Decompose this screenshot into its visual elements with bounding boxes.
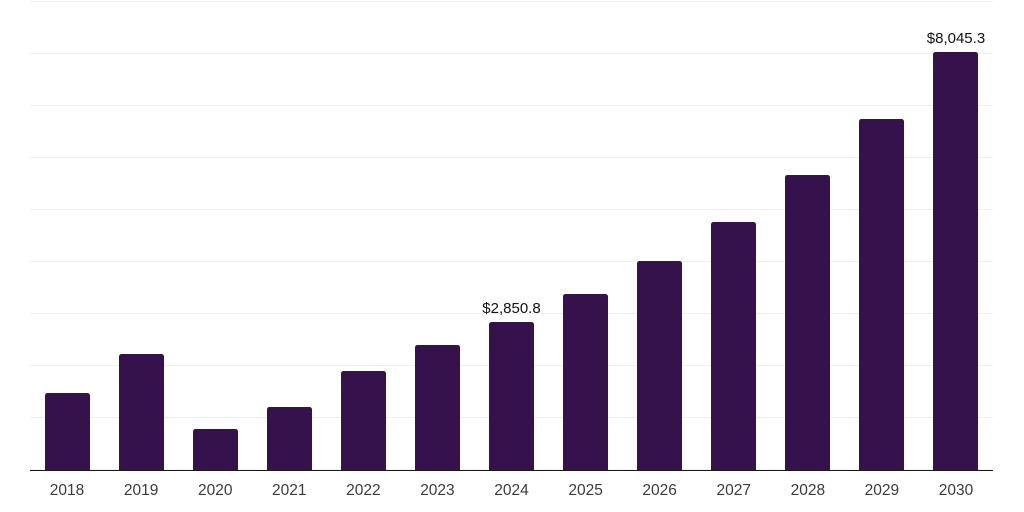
gridline-8000 xyxy=(30,53,993,54)
x-axis-labels: 2018 2019 2020 2021 2022 2023 2024 2025 2026 2027… xyxy=(30,483,993,499)
x-tick-label-2025: 2025 xyxy=(568,482,603,499)
bar-2022 xyxy=(340,371,386,470)
bar-group-2024: $2,850.8 xyxy=(474,2,548,470)
bar-value-label-2024: $2,850.8 xyxy=(482,299,541,317)
x-axis-line xyxy=(30,469,993,471)
bar-group-2020 xyxy=(178,2,252,470)
bar-2018 xyxy=(44,392,90,470)
gridline-6000 xyxy=(30,157,993,158)
bar-group-2023 xyxy=(400,2,474,470)
bar-2020 xyxy=(192,428,238,470)
bar-2026 xyxy=(637,260,683,470)
gridline-7000 xyxy=(30,105,993,106)
bar-2019 xyxy=(118,353,164,470)
bar-group-2029 xyxy=(845,2,919,470)
bar-group-2030: $8,045.3 xyxy=(919,2,993,470)
bar-2024 xyxy=(489,321,534,470)
gridline-9000 xyxy=(30,1,993,2)
bar-group-2018 xyxy=(30,2,104,470)
bar-2030 xyxy=(933,51,979,470)
x-tick-label-2026: 2026 xyxy=(642,482,677,499)
bar-group-2021 xyxy=(252,2,326,470)
bars-container: $2,850.8 $8,045.3 xyxy=(30,2,993,470)
bar-group-2028 xyxy=(771,2,845,470)
bar-2025 xyxy=(563,294,609,470)
x-tick-label-2022: 2022 xyxy=(346,482,381,499)
bar-group-2026 xyxy=(623,2,697,470)
bar-2023 xyxy=(414,345,460,470)
bar-2021 xyxy=(266,407,312,470)
bar-group-2022 xyxy=(326,2,400,470)
x-tick-label-2028: 2028 xyxy=(790,482,826,499)
x-tick-label-2023: 2023 xyxy=(420,482,455,499)
gridline-5000 xyxy=(30,209,993,210)
x-tick-label-2019: 2019 xyxy=(123,482,159,499)
bar-2029 xyxy=(859,119,905,470)
bar-2027 xyxy=(711,221,757,470)
x-tick-label-2021: 2021 xyxy=(272,482,307,499)
x-tick-label-2024: 2024 xyxy=(494,482,529,499)
x-tick-label-2027: 2027 xyxy=(716,482,751,499)
bar-group-2019 xyxy=(104,2,178,470)
plot-area: $2,850.8 $8,045.3 xyxy=(30,1,993,471)
bar-group-2025 xyxy=(549,2,623,470)
x-tick-label-2029: 2029 xyxy=(864,482,900,499)
x-tick-label-2018: 2018 xyxy=(49,482,85,499)
x-tick-label-2020: 2020 xyxy=(197,482,233,499)
x-tick-label-2030: 2030 xyxy=(938,482,974,499)
bar-group-2027 xyxy=(697,2,771,470)
bar-2028 xyxy=(785,174,831,470)
gridline-4000 xyxy=(30,261,993,262)
bar-value-label-2030: $8,045.3 xyxy=(926,29,986,47)
gridline-3000 xyxy=(30,313,993,314)
